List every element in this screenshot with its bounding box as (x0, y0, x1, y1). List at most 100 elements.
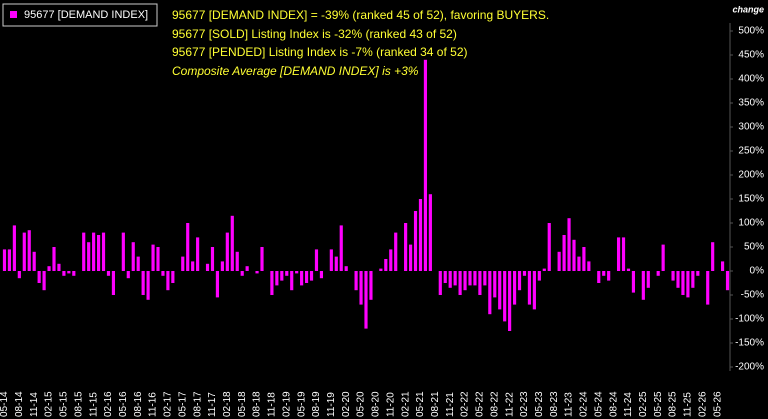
y-tick-label: -150% (735, 338, 764, 349)
bar (225, 232, 229, 271)
x-tick-label: 11-25 (683, 392, 694, 417)
bar (141, 271, 145, 295)
bar (171, 271, 175, 283)
x-tick-label: 11-20 (385, 392, 396, 417)
y-tick-label: 500% (738, 26, 764, 37)
bar (517, 271, 522, 291)
bar (453, 271, 457, 286)
bar (275, 271, 279, 286)
bar (146, 271, 150, 300)
bar (557, 251, 561, 271)
bar (17, 271, 21, 279)
bar (527, 271, 532, 305)
x-tick-label: 05-25 (653, 391, 664, 417)
bar (681, 271, 685, 295)
bar (542, 268, 546, 271)
x-tick-label: 02-16 (103, 391, 114, 417)
x-tick-label: 05-14 (0, 391, 10, 417)
x-tick-label: 05-18 (237, 391, 248, 417)
bar (369, 271, 373, 300)
bar (230, 215, 234, 271)
bar (92, 232, 96, 271)
bar (602, 271, 606, 276)
bar (27, 230, 31, 271)
bar (151, 244, 155, 271)
bar (696, 271, 700, 276)
bar (215, 271, 220, 298)
x-tick-label: 11-17 (207, 392, 218, 417)
bar (57, 263, 61, 271)
bar (354, 271, 358, 291)
bar (661, 244, 665, 271)
x-tick-label: 02-23 (519, 391, 530, 417)
x-tick-label: 08-22 (489, 391, 500, 417)
annotation: 95677 [SOLD] Listing Index is -32% (rank… (172, 27, 457, 41)
bar (106, 271, 111, 276)
bar (290, 271, 294, 291)
y-tick-label: 150% (738, 194, 764, 205)
bar (404, 223, 408, 271)
bar (498, 271, 502, 310)
bar (191, 261, 195, 271)
bar (483, 271, 487, 286)
x-tick-label: 08-19 (311, 391, 322, 417)
x-tick-label: 05-16 (118, 391, 129, 417)
bar (136, 256, 140, 271)
annotation: 95677 [DEMAND INDEX] = -39% (ranked 45 o… (172, 8, 549, 22)
bar (468, 271, 472, 286)
bar (720, 261, 725, 271)
x-tick-label: 05-17 (177, 391, 188, 417)
bar (686, 271, 690, 298)
bar (126, 271, 130, 279)
bar (72, 271, 76, 276)
x-tick-label: 11-21 (445, 392, 456, 417)
bar (473, 271, 477, 286)
x-tick-label: 08-21 (430, 391, 441, 417)
x-tick-label: 08-24 (608, 391, 619, 417)
bar (22, 232, 26, 271)
bar (235, 251, 239, 271)
bar (408, 244, 413, 271)
bar (210, 247, 215, 271)
x-tick-label: 02-24 (579, 391, 590, 417)
y-tick-label: -200% (735, 362, 764, 373)
bar (676, 271, 680, 288)
x-tick-label: 02-15 (44, 391, 55, 417)
bar (161, 271, 165, 276)
x-tick-label: 05-15 (59, 391, 70, 417)
x-tick-label: 02-18 (222, 391, 233, 417)
bar (196, 237, 200, 271)
x-tick-label: 11-23 (564, 392, 575, 417)
bar (62, 271, 66, 276)
bar (334, 256, 338, 271)
y-tick-label: -100% (735, 314, 764, 325)
x-tick-label: 05-21 (415, 391, 426, 417)
bar (319, 271, 324, 279)
y-tick-label: 200% (738, 170, 764, 181)
bar (616, 237, 621, 271)
bar (493, 271, 497, 298)
x-tick-label: 08-16 (133, 391, 144, 417)
x-tick-label: 08-25 (668, 391, 679, 417)
annotation: 95677 [PENDED] Listing Index is -7% (ran… (172, 45, 468, 59)
bar (671, 271, 675, 281)
legend (2, 3, 158, 27)
bar (205, 263, 210, 271)
bar (711, 242, 715, 271)
bar (448, 271, 452, 288)
x-tick-label: 11-19 (326, 392, 337, 417)
bar (478, 271, 482, 295)
bar (32, 251, 36, 271)
x-tick-label: 02-17 (163, 391, 174, 417)
x-tick-label: 02-21 (400, 391, 411, 417)
bar (220, 261, 224, 271)
bar (706, 271, 710, 305)
bar (631, 271, 636, 293)
x-tick-label: 08-14 (14, 391, 25, 417)
y-tick-label: -50% (741, 290, 764, 301)
bar (488, 271, 492, 315)
bar (423, 59, 428, 271)
bar (572, 239, 576, 271)
legend-label: 95677 [DEMAND INDEX] (24, 9, 148, 21)
